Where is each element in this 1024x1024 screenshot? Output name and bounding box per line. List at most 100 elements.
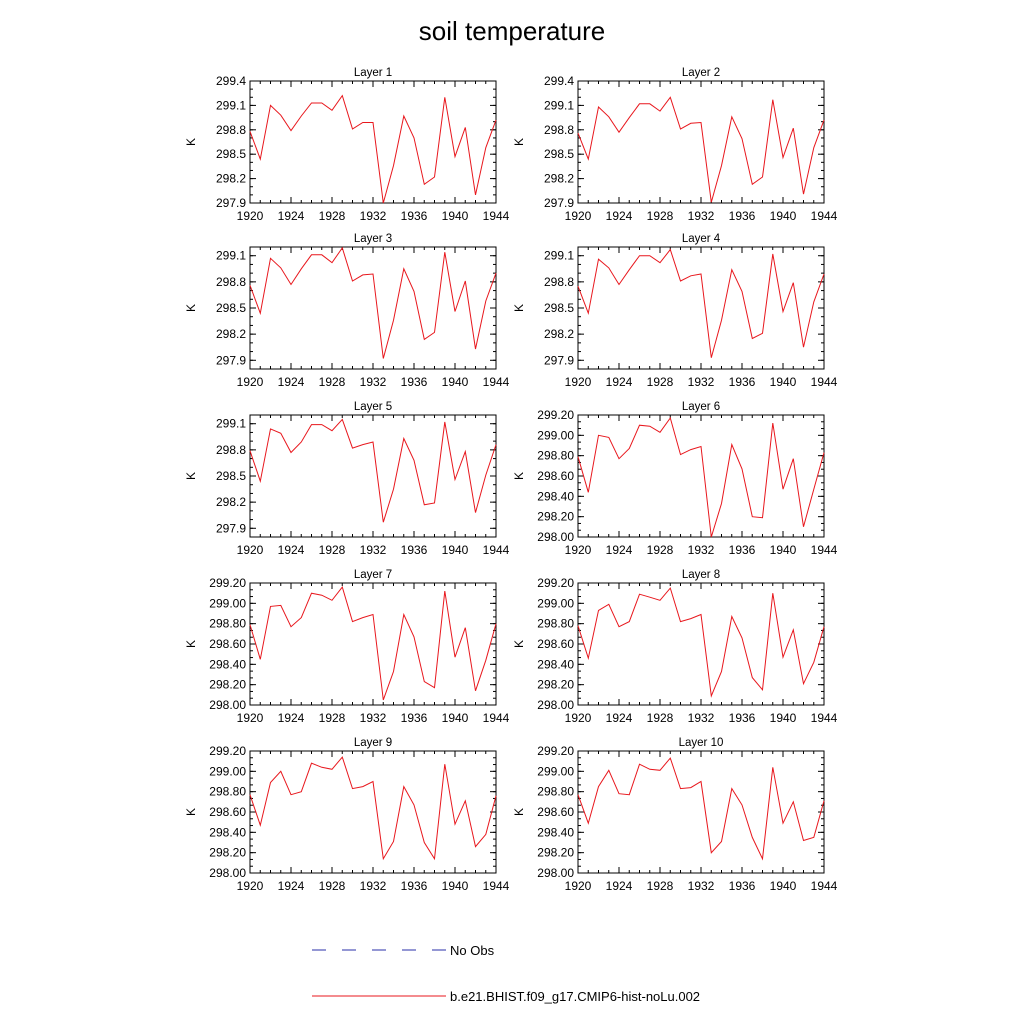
panel-title: Layer 1 bbox=[354, 67, 392, 79]
y-tick-label: 298.20 bbox=[537, 510, 574, 524]
y-tick-label: 298.40 bbox=[537, 489, 574, 503]
panel-title: Layer 4 bbox=[682, 233, 721, 245]
x-tick-label: 1932 bbox=[688, 879, 715, 893]
y-tick-label: 298.20 bbox=[209, 678, 246, 692]
x-tick-label: 1924 bbox=[606, 375, 633, 389]
x-tick-label: 1936 bbox=[729, 711, 756, 725]
x-tick-label: 1944 bbox=[483, 543, 510, 557]
y-tick-label: 298.60 bbox=[209, 805, 246, 819]
x-tick-label: 1928 bbox=[319, 209, 346, 223]
y-tick-label: 297.9 bbox=[216, 353, 246, 367]
model-series-line bbox=[577, 757, 825, 861]
x-tick-label: 1940 bbox=[442, 879, 469, 893]
panels-group: Layer 1 K 297.9 298.2 298.5 298.8 299.1 299.4 19… bbox=[184, 67, 838, 893]
y-tick-label: 298.2 bbox=[544, 327, 574, 341]
plot-frame bbox=[249, 246, 497, 370]
y-tick-label: 298.2 bbox=[216, 495, 246, 509]
model-series-line bbox=[577, 416, 825, 538]
x-tick-label: 1940 bbox=[770, 543, 797, 557]
model-series-line bbox=[577, 248, 825, 358]
x-tick-label: 1920 bbox=[237, 209, 264, 223]
y-tick-label: 299.00 bbox=[537, 596, 574, 610]
y-tick-label: 298.2 bbox=[544, 172, 574, 186]
y-axis-label: K bbox=[184, 138, 198, 146]
x-tick-label: 1924 bbox=[606, 209, 633, 223]
x-tick-label: 1940 bbox=[770, 375, 797, 389]
y-tick-label: 299.1 bbox=[544, 249, 574, 263]
layer-panel-7: Layer 7 K 298.00 298.20 298.40 298.60 298.80 29… bbox=[184, 569, 510, 725]
y-tick-label: 298.00 bbox=[209, 698, 246, 712]
y-axis-label: K bbox=[512, 808, 526, 816]
layer-panel-3: Layer 3 K 297.9 298.2 298.5 298.8 299.1 1920 192… bbox=[184, 233, 510, 389]
legend-model-label: b.e21.BHIST.f09_g17.CMIP6-hist-noLu.002 bbox=[450, 989, 700, 1004]
x-tick-label: 1940 bbox=[442, 711, 469, 725]
y-tick-label: 299.00 bbox=[537, 764, 574, 778]
x-tick-label: 1932 bbox=[360, 879, 387, 893]
x-tick-label: 1936 bbox=[401, 879, 428, 893]
x-tick-label: 1944 bbox=[811, 879, 838, 893]
x-tick-label: 1944 bbox=[483, 879, 510, 893]
x-tick-label: 1940 bbox=[442, 209, 469, 223]
y-tick-label: 298.8 bbox=[216, 275, 246, 289]
y-tick-label: 298.60 bbox=[537, 469, 574, 483]
x-tick-label: 1932 bbox=[688, 711, 715, 725]
y-axis-label: K bbox=[512, 472, 526, 480]
y-tick-label: 299.20 bbox=[209, 576, 246, 590]
y-tick-label: 298.60 bbox=[537, 637, 574, 651]
model-series-line bbox=[249, 246, 497, 359]
y-tick-label: 298.5 bbox=[544, 147, 574, 161]
x-tick-label: 1928 bbox=[319, 375, 346, 389]
x-tick-label: 1924 bbox=[278, 543, 305, 557]
y-tick-label: 299.1 bbox=[216, 249, 246, 263]
y-tick-label: 299.4 bbox=[216, 74, 246, 88]
x-tick-label: 1944 bbox=[483, 209, 510, 223]
y-axis-label: K bbox=[184, 472, 198, 480]
x-tick-label: 1928 bbox=[647, 209, 674, 223]
x-tick-label: 1944 bbox=[483, 711, 510, 725]
y-tick-label: 297.9 bbox=[216, 521, 246, 535]
x-tick-label: 1928 bbox=[647, 375, 674, 389]
legend-obs-label: No Obs bbox=[450, 943, 495, 958]
x-tick-label: 1940 bbox=[770, 711, 797, 725]
y-axis-label: K bbox=[184, 640, 198, 648]
x-tick-label: 1936 bbox=[729, 879, 756, 893]
y-tick-label: 298.5 bbox=[544, 301, 574, 315]
y-tick-label: 299.1 bbox=[544, 98, 574, 112]
x-tick-label: 1924 bbox=[606, 879, 633, 893]
y-tick-label: 299.00 bbox=[209, 764, 246, 778]
panel-title: Layer 5 bbox=[354, 401, 392, 413]
x-tick-label: 1924 bbox=[606, 543, 633, 557]
plot-frame bbox=[249, 80, 497, 204]
y-tick-label: 298.80 bbox=[537, 617, 574, 631]
y-axis-label: K bbox=[512, 304, 526, 312]
y-tick-label: 298.40 bbox=[537, 825, 574, 839]
y-tick-label: 299.1 bbox=[216, 98, 246, 112]
y-axis-label: K bbox=[184, 304, 198, 312]
model-series-line bbox=[249, 94, 497, 204]
y-tick-label: 298.00 bbox=[537, 530, 574, 544]
panel-title: Layer 8 bbox=[682, 569, 720, 581]
plot-frame bbox=[577, 750, 825, 874]
y-tick-label: 298.20 bbox=[537, 846, 574, 860]
layer-panel-5: Layer 5 K 297.9 298.2 298.5 298.8 299.1 1920 192… bbox=[184, 401, 510, 557]
layer-panel-10: Layer 10 K 298.00 298.20 298.40 298.60 298.80 2… bbox=[512, 737, 838, 893]
x-tick-label: 1936 bbox=[401, 543, 428, 557]
y-tick-label: 298.40 bbox=[209, 657, 246, 671]
x-tick-label: 1924 bbox=[278, 209, 305, 223]
y-tick-label: 299.20 bbox=[537, 408, 574, 422]
x-tick-label: 1920 bbox=[237, 711, 264, 725]
y-tick-label: 298.8 bbox=[216, 123, 246, 137]
x-tick-label: 1928 bbox=[319, 711, 346, 725]
layer-panel-8: Layer 8 K 298.00 298.20 298.40 298.60 298.80 29… bbox=[512, 569, 838, 725]
layer-panel-4: Layer 4 K 297.9 298.2 298.5 298.8 299.1 1920 192… bbox=[512, 233, 838, 389]
x-tick-label: 1928 bbox=[647, 711, 674, 725]
x-tick-label: 1936 bbox=[401, 209, 428, 223]
panel-title: Layer 6 bbox=[682, 401, 720, 413]
x-tick-label: 1932 bbox=[688, 543, 715, 557]
y-tick-label: 299.1 bbox=[216, 417, 246, 431]
model-series-line bbox=[577, 96, 825, 203]
plot-frame bbox=[577, 80, 825, 204]
x-tick-label: 1928 bbox=[647, 879, 674, 893]
x-tick-label: 1920 bbox=[565, 375, 592, 389]
